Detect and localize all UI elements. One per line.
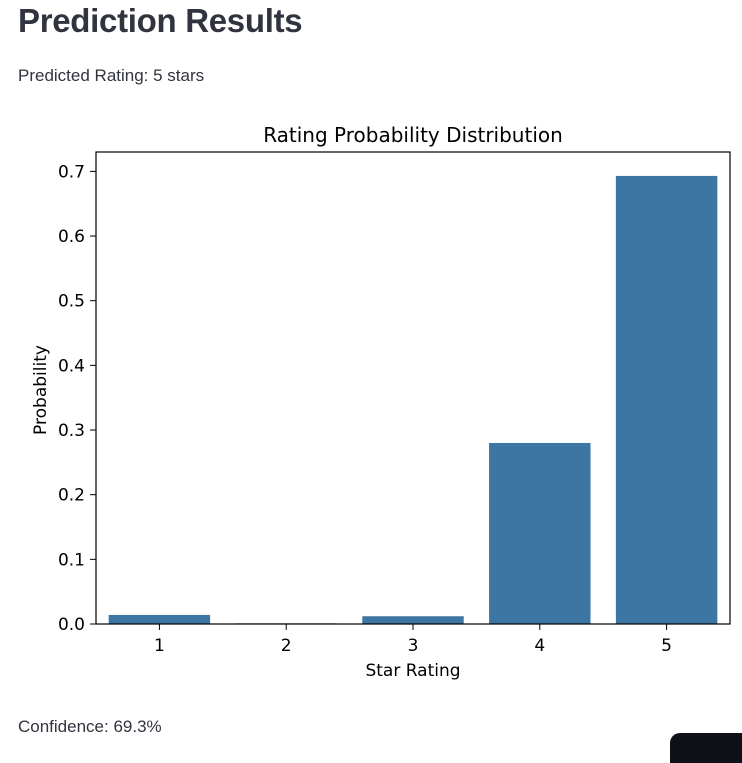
y-tick-label: 0.5 bbox=[58, 292, 85, 312]
chart-svg: Rating Probability Distribution 0.00.10.… bbox=[31, 123, 731, 681]
x-tick-label: 5 bbox=[661, 636, 672, 656]
y-tick-label: 0.3 bbox=[58, 421, 85, 441]
y-tick-label: 0.4 bbox=[58, 356, 85, 376]
x-axis: 1 2 3 4 5 bbox=[154, 624, 672, 656]
page-title: Prediction Results bbox=[18, 2, 303, 39]
confidence-text: Confidence: 69.3% bbox=[18, 717, 162, 736]
x-tick-label: 1 bbox=[154, 636, 165, 656]
bar-5 bbox=[615, 175, 718, 624]
x-tick-label: 2 bbox=[281, 636, 292, 656]
chart-title: Rating Probability Distribution bbox=[263, 123, 563, 147]
y-tick-label: 0.2 bbox=[58, 486, 85, 506]
bar-1 bbox=[108, 614, 211, 624]
y-axis-label: Probability bbox=[31, 345, 51, 435]
bar-3 bbox=[362, 616, 464, 624]
x-tick-label: 4 bbox=[534, 636, 545, 656]
y-tick-label: 0.0 bbox=[58, 615, 85, 635]
y-tick-label: 0.1 bbox=[58, 550, 85, 570]
y-tick-label: 0.7 bbox=[58, 162, 85, 182]
bar-4 bbox=[489, 442, 591, 624]
predicted-rating-text: Predicted Rating: 5 stars bbox=[18, 66, 205, 85]
y-axis: 0.0 0.1 0.2 0.3 0.4 0.5 0.6 0.7 bbox=[58, 162, 96, 635]
y-tick-label: 0.6 bbox=[58, 227, 85, 247]
bars bbox=[108, 175, 718, 624]
rating-probability-chart: Rating Probability Distribution 0.0 0.1 0.… bbox=[0, 110, 742, 690]
x-axis-label: Star Rating bbox=[365, 661, 460, 681]
plot-frame bbox=[95, 151, 731, 625]
manage-app-button[interactable] bbox=[670, 733, 742, 763]
x-tick-label: 3 bbox=[408, 636, 419, 656]
